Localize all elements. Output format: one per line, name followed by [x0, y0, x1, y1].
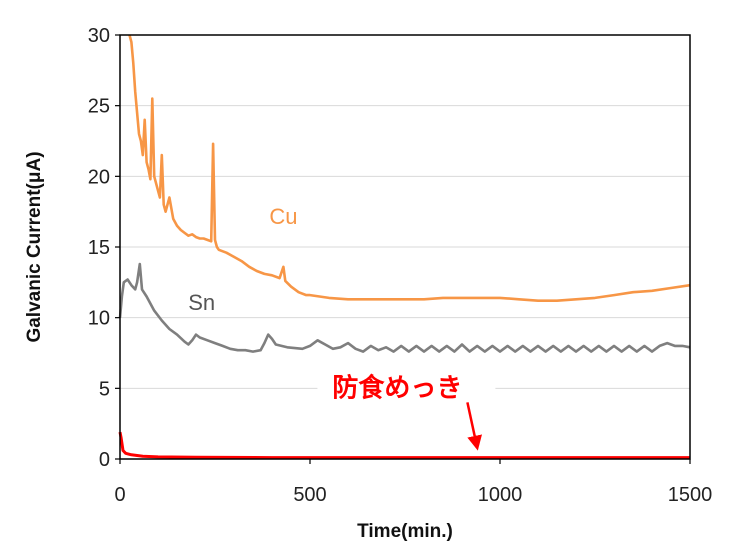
y-axis-title: Galvanic Current(μA): [24, 151, 45, 342]
y-tick-label-15: 15: [88, 237, 110, 259]
y-tick-label-10: 10: [88, 308, 110, 330]
series-label-3: 防食めっき: [332, 372, 462, 403]
series-line-2: [118, 262, 691, 353]
series-lines: [118, 34, 691, 460]
x-tick-label-1500: 1500: [668, 484, 713, 506]
y-tick-label-20: 20: [88, 166, 110, 188]
x-axis-title: Time(min.): [357, 521, 453, 542]
axes: [115, 34, 691, 464]
series-line-3: [118, 431, 690, 460]
annotation-backdrop: [317, 366, 496, 401]
series-label-2: Sn: [188, 290, 215, 315]
y-tick-label-5: 5: [99, 378, 110, 400]
x-tick-label-0: 0: [114, 484, 125, 506]
x-tick-label-500: 500: [293, 484, 326, 506]
annotation-arrow: [466, 402, 482, 451]
y-tick-label-25: 25: [88, 96, 110, 118]
annotations: Cu Sn 防食めっき: [188, 204, 496, 451]
y-tick-label-0: 0: [99, 449, 110, 471]
x-tick-label-1000: 1000: [478, 484, 523, 506]
series-line-1: [128, 34, 691, 303]
gridlines: [120, 34, 690, 389]
y-tick-label-30: 30: [88, 25, 110, 47]
tick-labels: 0 5 10 15 20 25 30 0 500 1000 1500: [88, 25, 713, 506]
series-label-1: Cu: [269, 204, 297, 229]
